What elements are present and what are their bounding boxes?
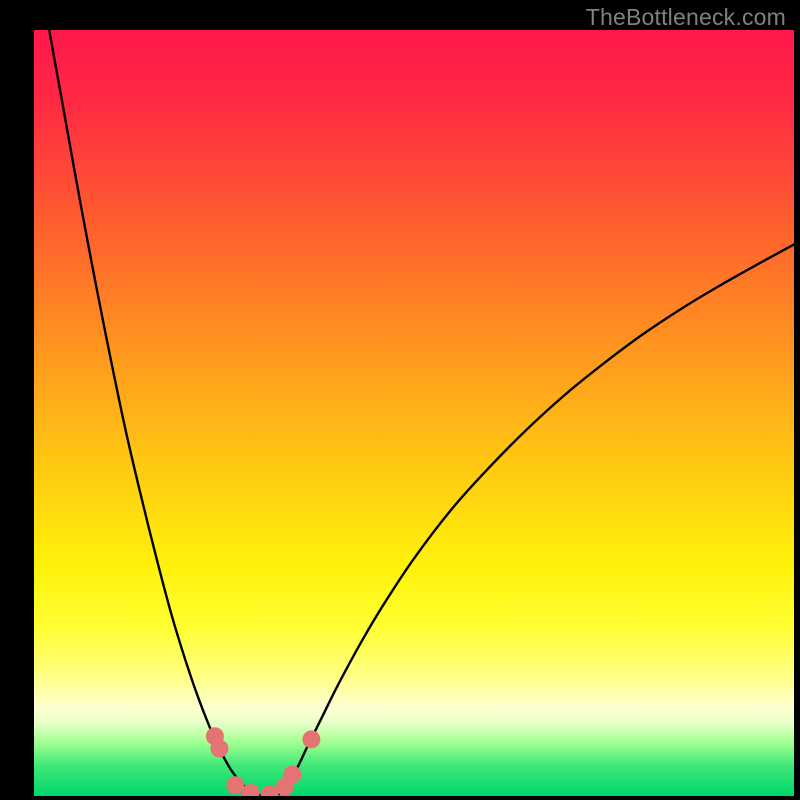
markers-group: [206, 727, 321, 796]
curve-right: [277, 244, 794, 796]
curve-left: [49, 30, 262, 796]
plot-area: [34, 30, 794, 796]
marker: [226, 776, 244, 794]
marker: [210, 740, 228, 758]
marker: [302, 730, 320, 748]
curves-svg: [34, 30, 794, 796]
marker: [283, 766, 301, 784]
watermark-text: TheBottleneck.com: [586, 4, 786, 31]
